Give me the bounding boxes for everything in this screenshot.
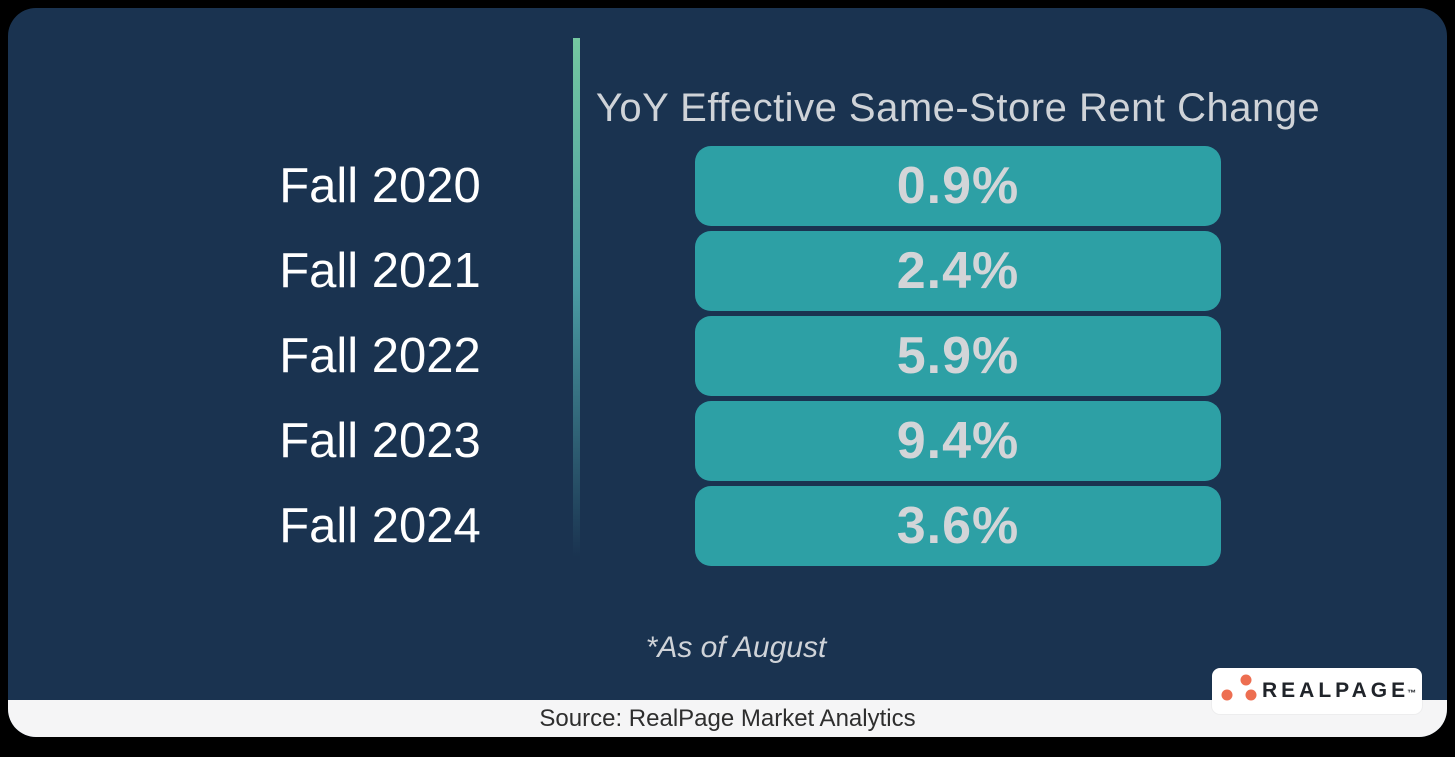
category-label: Fall 2021 xyxy=(279,244,481,298)
chart-row: Fall 2021 2.4% xyxy=(8,231,1447,311)
bar-rows: Fall 2020 0.9% Fall 2021 2.4% Fall 2022 … xyxy=(8,146,1447,571)
footnote: *As of August xyxy=(645,631,827,664)
bar-value-label: 2.4% xyxy=(896,242,1020,300)
category-label: Fall 2020 xyxy=(279,159,481,213)
category-label: Fall 2022 xyxy=(279,329,481,383)
trademark-mark: ™ xyxy=(1407,688,1417,698)
chart-row: Fall 2023 9.4% xyxy=(8,401,1447,481)
bar-value-label: 5.9% xyxy=(896,327,1020,385)
chart-title: YoY Effective Same-Store Rent Change xyxy=(595,86,1321,130)
realpage-logo-text: REALPAGE xyxy=(1262,679,1410,702)
value-bar: 9.4% xyxy=(695,401,1221,481)
value-bar: 0.9% xyxy=(695,146,1221,226)
source-footer-bar: Source: RealPage Market Analytics xyxy=(8,700,1447,737)
bar-value-label: 0.9% xyxy=(896,157,1020,215)
value-bar: 5.9% xyxy=(695,316,1221,396)
infographic-card: YoY Effective Same-Store Rent Change Fal… xyxy=(8,8,1447,737)
source-text: Source: RealPage Market Analytics xyxy=(539,704,916,732)
category-label: Fall 2024 xyxy=(279,499,481,553)
value-bar: 3.6% xyxy=(695,486,1221,566)
chart-row: Fall 2024 3.6% xyxy=(8,486,1447,566)
gradient-divider-line xyxy=(573,38,580,590)
bar-value-label: 3.6% xyxy=(896,497,1020,555)
chart-row: Fall 2020 0.9% xyxy=(8,146,1447,226)
category-label: Fall 2023 xyxy=(279,414,481,468)
value-bar: 2.4% xyxy=(695,231,1221,311)
realpage-logo: REALPAGE ™ xyxy=(1212,668,1422,714)
bar-value-label: 9.4% xyxy=(896,412,1020,470)
realpage-dots-icon xyxy=(1216,666,1262,717)
chart-row: Fall 2022 5.9% xyxy=(8,316,1447,396)
